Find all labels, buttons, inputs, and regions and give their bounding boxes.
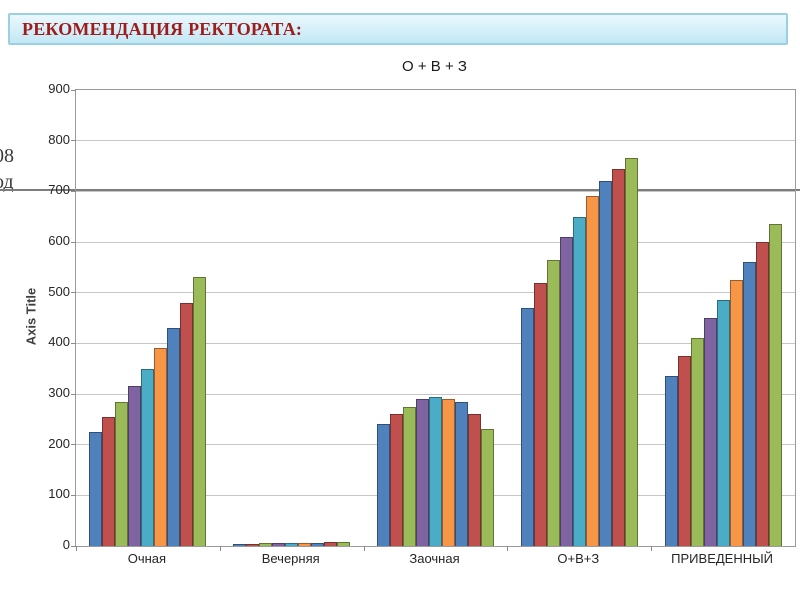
bar [585,196,599,546]
bar [677,356,691,546]
slide-fragment-text-2: од [0,171,14,193]
bar [480,429,494,546]
y-axis-labels: 0 100 200 300 400 500 600 700 800 900 [34,82,70,552]
y-axis-tick [71,241,76,243]
bar [533,282,547,546]
bar-group [507,90,651,546]
bar [572,216,586,546]
bar [454,401,468,546]
bar [611,168,625,546]
bar [259,543,273,546]
x-axis-labels: Очная Вечерняя Заочная О+В+З ПРИВЕДЕННЫЙ [75,551,794,571]
slide-fragment-text-1: 08 [0,145,14,167]
gridline [76,393,795,395]
y-axis-tick [71,190,76,192]
bar [559,236,573,546]
bar [742,262,756,546]
bar [89,432,103,546]
y-axis-tick [71,89,76,91]
bar-group [76,90,220,546]
bar-group [220,90,364,546]
bar [428,396,442,546]
y-axis-label: 600 [48,233,70,248]
bar-group [651,90,795,546]
bar [755,242,769,546]
bar [402,406,416,546]
y-axis-tick [71,140,76,142]
x-axis-label: Заочная [409,551,460,566]
bar [467,414,481,546]
plot-area [71,89,796,551]
bar [441,399,455,546]
x-axis-label: Вечерняя [261,551,320,566]
y-axis-label: 300 [48,385,70,400]
y-axis-label: 800 [48,131,70,147]
bar [298,542,312,546]
x-axis-label: О+В+З [557,551,600,566]
bar [285,543,299,546]
gridline [76,292,795,294]
bar [180,302,194,546]
bar [311,542,325,546]
bar [324,542,338,546]
bar [337,541,351,546]
bar [115,401,129,546]
x-axis-tick [507,546,509,551]
gridline [76,190,795,192]
bar [598,181,612,546]
y-axis-tick [71,342,76,344]
bar [233,543,247,546]
y-axis-label: 200 [48,435,70,451]
y-axis-label: 700 [48,182,70,198]
header-title: РЕКОМЕНДАЦИЯ РЕКТОРАТА: [22,18,303,39]
y-axis-tick [71,545,76,547]
y-axis-label: 900 [48,81,70,96]
gridline [76,140,795,142]
y-axis-tick [71,444,76,446]
x-axis-tick [76,546,77,551]
bar [193,277,207,546]
bar [768,224,782,546]
y-axis-label: 500 [48,283,70,299]
bar [141,368,155,546]
y-axis-label: 400 [48,334,70,350]
bar [415,399,429,546]
bar [729,280,743,546]
bar [624,158,638,546]
header-banner: РЕКОМЕНДАЦИЯ РЕКТОРАТА: [8,13,788,45]
x-axis-label: ПРИВЕДЕННЫЙ [671,551,773,566]
bar-group [364,90,508,546]
bar [520,307,534,546]
y-axis-tick [71,494,76,496]
y-axis-label: 0 [62,537,70,552]
x-axis-tick [219,546,221,551]
bar [664,376,678,546]
divider-line [0,189,800,191]
x-axis-tick [651,546,653,551]
chart-title: О + В + З [402,58,467,75]
gridline [76,342,795,344]
y-axis-tick [71,393,76,395]
bar [167,328,181,546]
x-axis-tick [363,546,365,551]
bar [546,259,560,546]
bar [703,318,717,546]
bar [128,386,142,546]
bar [716,300,730,546]
y-axis-label: 100 [48,486,70,502]
gridline [76,241,795,243]
bar [389,414,403,546]
bar [690,338,704,546]
bar [102,416,116,546]
x-axis-label: Очная [127,551,167,566]
bar [246,543,260,546]
bar [376,424,390,546]
bar [154,348,168,546]
y-axis-tick [71,292,76,294]
bar [272,543,286,546]
